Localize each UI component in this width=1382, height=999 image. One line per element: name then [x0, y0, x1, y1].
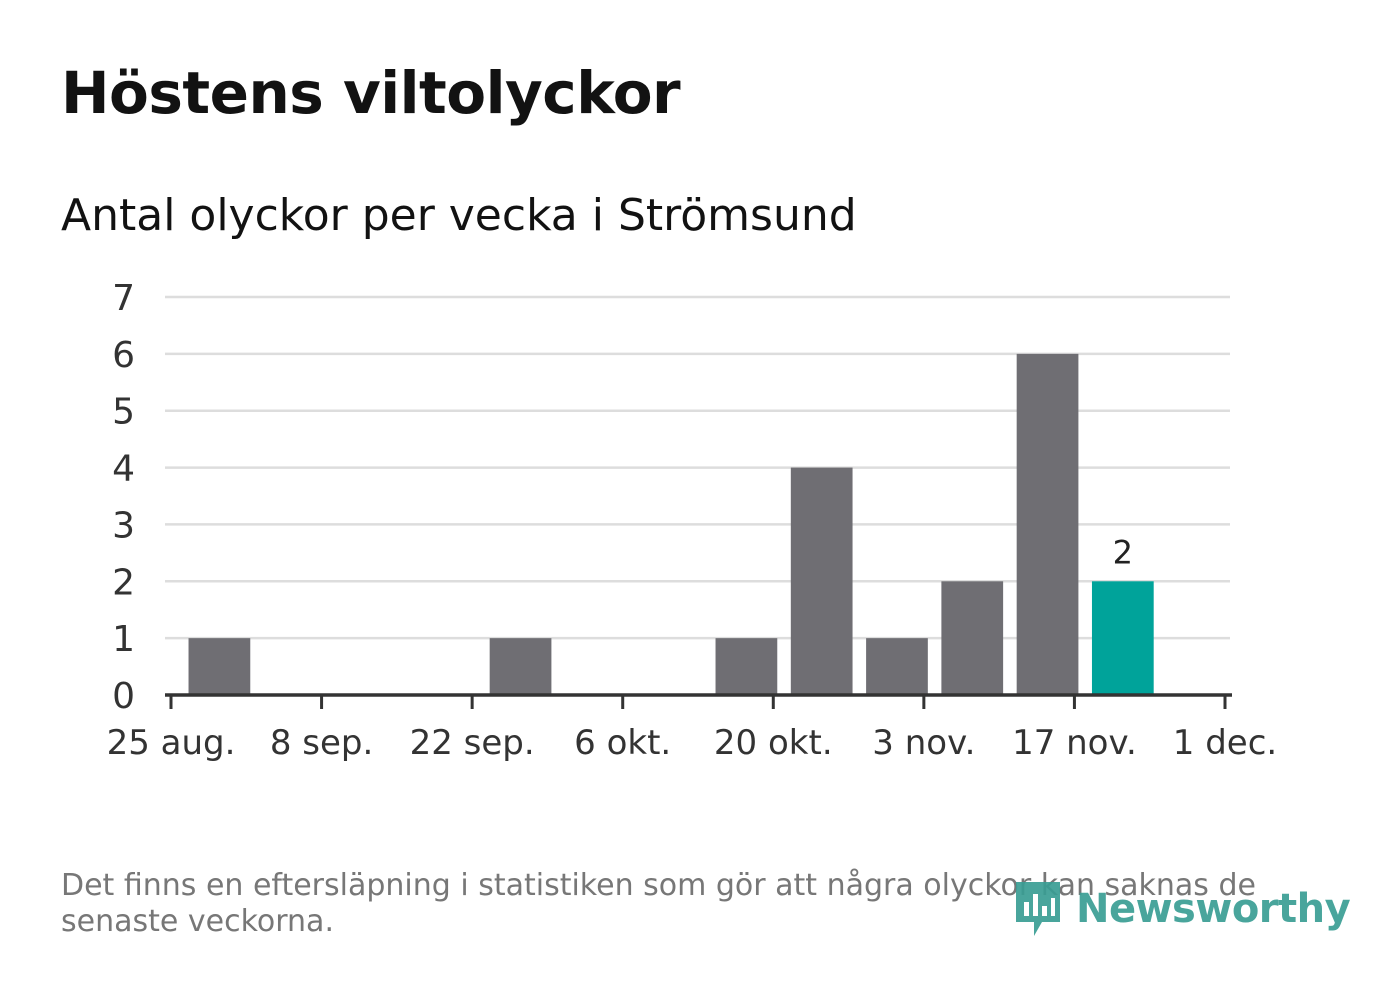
y-tick-label: 0 — [112, 676, 135, 717]
bar-highlighted — [1091, 581, 1154, 695]
newsworthy-logo-icon — [1016, 882, 1060, 936]
x-tick-label: 17 nov. — [1012, 723, 1137, 763]
y-tick-label: 4 — [112, 449, 135, 490]
x-tick-label: 8 sep. — [270, 723, 373, 763]
y-tick-label: 2 — [112, 562, 135, 603]
chart-title: Höstens viltolyckor — [61, 59, 681, 127]
y-tick-label: 5 — [112, 392, 135, 433]
brand-name: Newsworthy — [1076, 886, 1351, 932]
data-label: 2 — [1113, 533, 1133, 571]
y-tick-label: 6 — [112, 335, 135, 376]
x-tick-label: 25 aug. — [107, 723, 236, 763]
bar — [489, 638, 552, 695]
y-tick-label: 7 — [112, 278, 135, 319]
bar — [1016, 353, 1079, 695]
x-tick-label: 6 okt. — [574, 723, 671, 763]
bar — [941, 581, 1004, 695]
x-tick-label: 1 dec. — [1173, 723, 1277, 763]
y-tick-label: 3 — [112, 505, 135, 546]
bar — [188, 638, 251, 695]
bar — [715, 638, 778, 695]
y-tick-label: 1 — [112, 619, 135, 660]
bar — [866, 638, 928, 695]
bar — [790, 467, 853, 695]
x-tick-label: 20 okt. — [714, 723, 833, 763]
brand-logo: Newsworthy — [1012, 878, 1351, 940]
x-tick-label: 22 sep. — [410, 723, 535, 763]
chart-subtitle: Antal olyckor per vecka i Strömsund — [61, 190, 857, 241]
x-tick-label: 3 nov. — [872, 723, 975, 763]
